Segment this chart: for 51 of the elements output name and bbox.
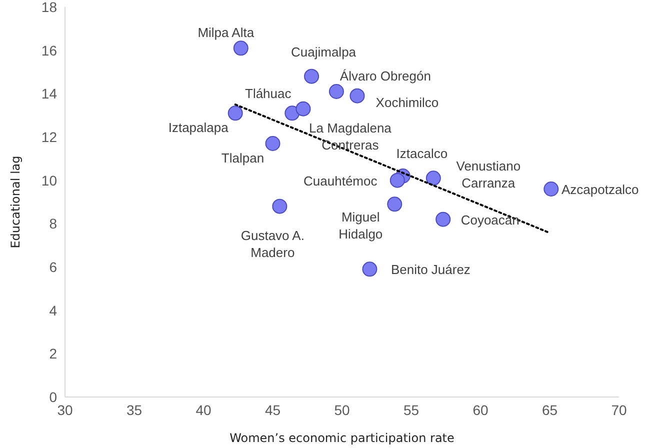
annotation: Cuauhtémoc [304,172,378,188]
x-tick-label: 55 [403,402,420,418]
y-tick-label: 14 [41,86,58,102]
point [390,172,405,188]
annotation: Gustavo A. Madero [240,227,304,260]
x-tick-label: 35 [126,402,142,418]
y-tick-label: 2 [49,346,58,362]
point [387,196,402,212]
y-tick-label: 0 [49,388,58,405]
point [228,106,243,121]
annotation: Iztacalco [396,146,448,160]
y-axis-title: Educational lag [8,156,22,248]
y-tick-label: 8 [49,216,58,232]
point [436,212,451,227]
point [265,136,280,151]
y-tick-label: 6 [49,258,58,275]
annotation: Álvaro Obregón [340,68,431,83]
annotation: Venustiano Carranza [456,158,521,190]
point [272,198,288,214]
annotation: Milpa Alta [198,24,255,40]
x-tick-label: 50 [334,402,350,418]
y-tick-label: 12 [41,128,58,145]
x-tick-label: 70 [611,402,627,418]
point [233,40,248,56]
x-tick-label: 45 [264,402,281,418]
x-tick-label: 60 [472,402,488,418]
x-axis-title: Women’s economic participation rate [230,431,454,445]
point [284,106,300,121]
annotation: Cuajimalpa [291,44,357,59]
annotation: Coyoacán [460,212,520,227]
point [350,88,365,104]
annotation: Azcapotzalco [561,182,639,196]
annotation: Tlalpan [221,150,264,165]
annotation: Xochimilco [376,94,439,110]
y-tick-label: 10 [41,172,58,188]
y-tick-label: 18 [41,0,58,15]
annotation: Miguel Hidalgo [338,209,383,242]
x-tick-label: 30 [57,402,73,418]
point [362,262,378,277]
y-tick-label: 16 [41,42,58,58]
point [296,101,311,116]
point [544,182,559,196]
annotation: Tláhuac [245,86,292,101]
x-tick-label: 40 [196,402,212,418]
annotation: Iztapalapa [168,120,230,135]
point [426,170,441,186]
point [328,84,344,99]
y-tick-label: 4 [49,302,58,318]
point [304,68,320,84]
x-tick-label: 65 [542,402,558,418]
annotation: Benito Juárez [390,262,470,277]
